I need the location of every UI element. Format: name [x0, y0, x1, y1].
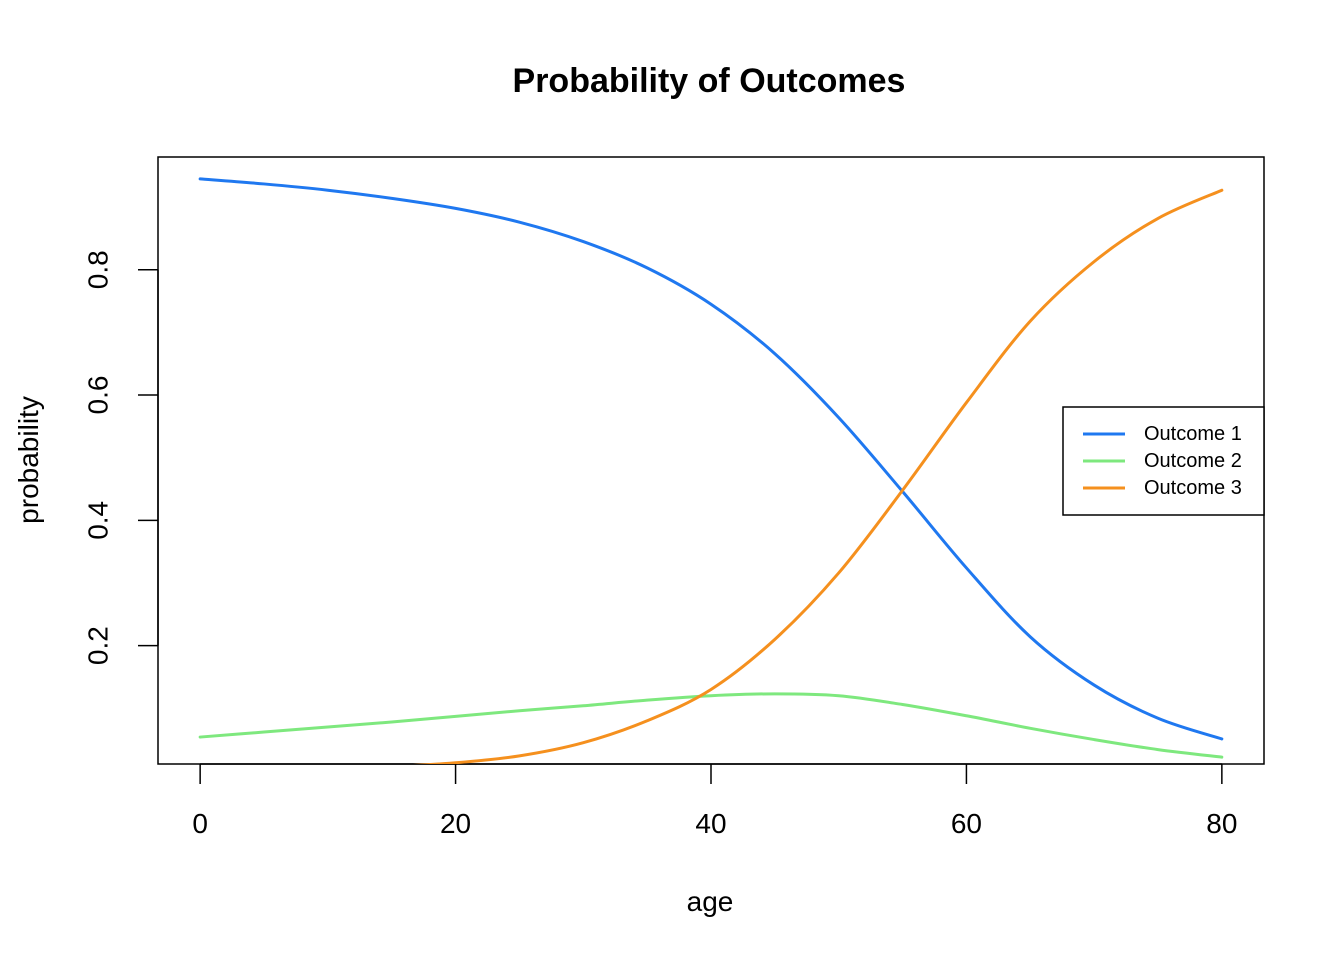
y-tick-label-2: 0.6: [83, 376, 114, 415]
series-line-3: [413, 188, 1224, 764]
series-lines: [198, 177, 1224, 764]
legend-label-1: Outcome 1: [1144, 423, 1242, 445]
y-tick-label-0: 0.2: [83, 626, 114, 665]
x-tick-label-1: 20: [440, 808, 471, 839]
legend-label-2: Outcome 2: [1144, 450, 1242, 472]
x-tick-label-4: 80: [1206, 808, 1237, 839]
x-axis: 0 20 40 60 80: [192, 763, 1237, 839]
y-axis-label: probability: [13, 396, 44, 524]
x-axis-label: age: [687, 886, 734, 917]
series-line-2: [198, 692, 1224, 759]
legend: Outcome 1 Outcome 2 Outcome 3: [1062, 406, 1265, 516]
y-tick-label-1: 0.4: [83, 501, 114, 540]
series-line-1: [198, 177, 1224, 741]
x-tick-label-0: 0: [192, 808, 208, 839]
y-axis: 0.2 0.4 0.6 0.8: [83, 250, 159, 665]
legend-label-3: Outcome 3: [1144, 477, 1242, 499]
chart-title: Probability of Outcomes: [513, 62, 906, 100]
x-tick-label-3: 60: [951, 808, 982, 839]
x-tick-label-2: 40: [695, 808, 726, 839]
y-tick-label-3: 0.8: [83, 250, 114, 289]
